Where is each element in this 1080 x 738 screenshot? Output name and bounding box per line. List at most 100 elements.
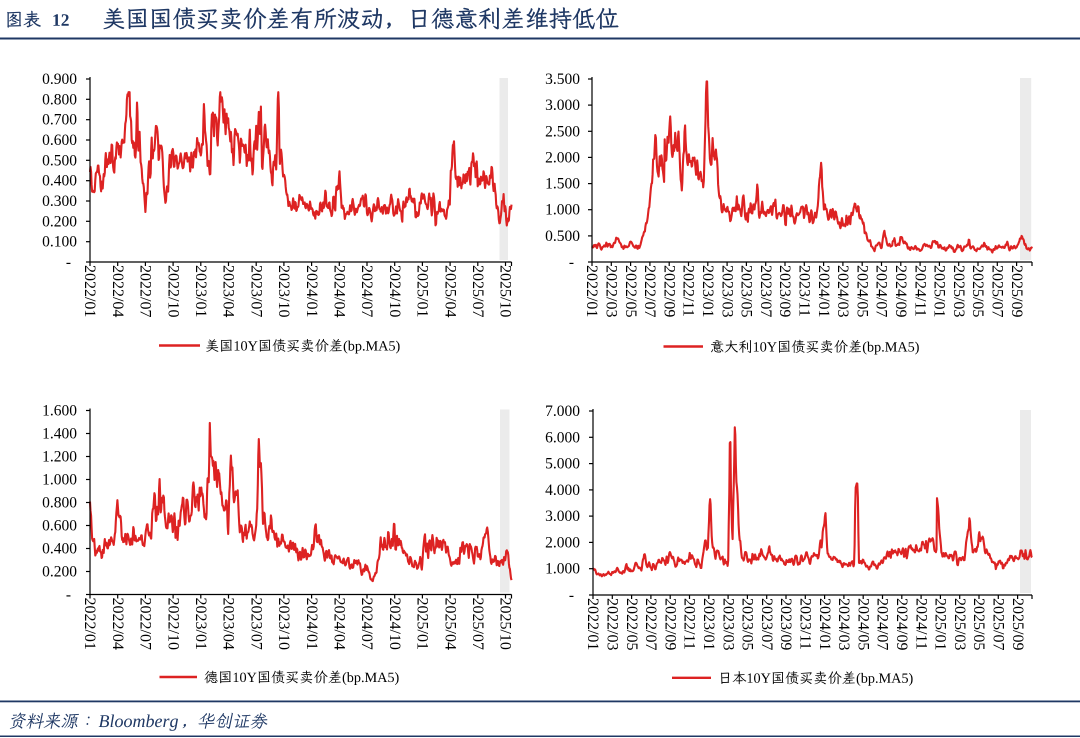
svg-text:2023/07: 2023/07 <box>757 265 774 317</box>
svg-text:2024/07: 2024/07 <box>873 265 890 317</box>
svg-text:6.000: 6.000 <box>545 429 580 446</box>
svg-text:0.800: 0.800 <box>42 495 77 512</box>
svg-text:2024/01: 2024/01 <box>815 265 832 317</box>
svg-text:2023/01: 2023/01 <box>192 598 209 650</box>
svg-text:2023/07: 2023/07 <box>247 598 264 650</box>
svg-text:2024/07: 2024/07 <box>874 598 891 650</box>
svg-text:2022/01: 2022/01 <box>81 265 98 317</box>
svg-text:3.000: 3.000 <box>545 97 580 114</box>
svg-text:2025/07: 2025/07 <box>469 265 486 317</box>
svg-text:2022/10: 2022/10 <box>164 598 181 650</box>
svg-text:-: - <box>66 587 71 604</box>
svg-text:2025/10: 2025/10 <box>497 265 514 317</box>
svg-text:2024/01: 2024/01 <box>303 598 320 650</box>
svg-text:2025/01: 2025/01 <box>931 265 948 317</box>
svg-text:2023/10: 2023/10 <box>275 598 292 650</box>
svg-text:1.000: 1.000 <box>545 561 580 578</box>
svg-text:2022/01: 2022/01 <box>584 598 601 650</box>
svg-text:2022/03: 2022/03 <box>604 598 621 650</box>
svg-text:2025/01: 2025/01 <box>932 598 949 650</box>
svg-text:2024/03: 2024/03 <box>835 598 852 650</box>
svg-text:2025/04: 2025/04 <box>441 598 458 650</box>
svg-text:2025/01: 2025/01 <box>414 265 431 317</box>
svg-text:2022/09: 2022/09 <box>660 265 677 317</box>
svg-text:0.600: 0.600 <box>42 518 77 535</box>
svg-text:2022/05: 2022/05 <box>623 598 640 650</box>
svg-text:2024/01: 2024/01 <box>816 598 833 650</box>
svg-text:2023/05: 2023/05 <box>739 598 756 650</box>
svg-text:2023/04: 2023/04 <box>220 598 237 650</box>
svg-text:2024/05: 2024/05 <box>854 598 871 650</box>
svg-text:2023/09: 2023/09 <box>776 265 793 317</box>
svg-text:2024/05: 2024/05 <box>853 265 870 317</box>
svg-text:2025/04: 2025/04 <box>441 265 458 317</box>
svg-text:4.000: 4.000 <box>545 482 580 499</box>
svg-text:2022/09: 2022/09 <box>661 598 678 650</box>
svg-text:0.400: 0.400 <box>42 541 77 558</box>
svg-text:2.000: 2.000 <box>545 149 580 166</box>
svg-text:2023/01: 2023/01 <box>700 598 717 650</box>
svg-text:2022/04: 2022/04 <box>109 598 126 650</box>
svg-text:2023/11: 2023/11 <box>796 265 813 317</box>
svg-text:1.400: 1.400 <box>42 426 77 443</box>
svg-text:2023/09: 2023/09 <box>777 598 794 650</box>
svg-text:7.000: 7.000 <box>545 403 580 420</box>
svg-text:-: - <box>569 254 574 271</box>
svg-text:1.000: 1.000 <box>42 472 77 489</box>
svg-text:2022/07: 2022/07 <box>641 265 658 317</box>
svg-text:2023/07: 2023/07 <box>758 598 775 650</box>
svg-text:2024/10: 2024/10 <box>386 265 403 317</box>
svg-text:2022/07: 2022/07 <box>642 598 659 650</box>
svg-text:2023/03: 2023/03 <box>718 265 735 317</box>
svg-text:0.700: 0.700 <box>42 112 77 129</box>
svg-text:2024/03: 2024/03 <box>834 265 851 317</box>
svg-text:0.200: 0.200 <box>42 213 77 230</box>
svg-text:0.100: 0.100 <box>42 234 77 251</box>
svg-text:2022/07: 2022/07 <box>137 265 154 317</box>
svg-text:2025/09: 2025/09 <box>1008 265 1025 317</box>
svg-text:2022/03: 2022/03 <box>603 265 620 317</box>
svg-text:0.200: 0.200 <box>42 564 77 581</box>
svg-text:0.800: 0.800 <box>42 91 77 108</box>
svg-text:2025/03: 2025/03 <box>951 598 968 650</box>
svg-text:0.600: 0.600 <box>42 132 77 149</box>
svg-text:2023/07: 2023/07 <box>247 265 264 317</box>
svg-text:2022/07: 2022/07 <box>137 598 154 650</box>
svg-text:0.300: 0.300 <box>42 193 77 210</box>
svg-text:2025/03: 2025/03 <box>950 265 967 317</box>
svg-text:2025/10: 2025/10 <box>497 598 514 650</box>
svg-text:2023/01: 2023/01 <box>699 265 716 317</box>
svg-text:2024/01: 2024/01 <box>303 265 320 317</box>
svg-text:2024/04: 2024/04 <box>331 598 348 650</box>
svg-text:-: - <box>66 254 71 271</box>
svg-text:2024/04: 2024/04 <box>331 265 348 317</box>
svg-text:-: - <box>569 587 574 604</box>
svg-text:2.000: 2.000 <box>545 534 580 551</box>
svg-text:2023/04: 2023/04 <box>220 265 237 317</box>
svg-text:2022/11: 2022/11 <box>680 265 697 317</box>
svg-text:0.400: 0.400 <box>42 173 77 190</box>
svg-text:0.500: 0.500 <box>545 228 580 245</box>
svg-text:2025/09: 2025/09 <box>1009 598 1026 650</box>
svg-text:1.500: 1.500 <box>545 176 580 193</box>
svg-text:0.900: 0.900 <box>42 71 77 88</box>
svg-text:2023/11: 2023/11 <box>797 598 814 650</box>
svg-text:2023/01: 2023/01 <box>192 265 209 317</box>
svg-text:2022/01: 2022/01 <box>583 265 600 317</box>
svg-text:2022/10: 2022/10 <box>164 265 181 317</box>
svg-text:2022/11: 2022/11 <box>681 598 698 650</box>
svg-text:2024/11: 2024/11 <box>912 598 929 650</box>
svg-text:2025/01: 2025/01 <box>414 598 431 650</box>
svg-text:1.200: 1.200 <box>42 449 77 466</box>
svg-text:3.000: 3.000 <box>545 508 580 525</box>
svg-text:2022/01: 2022/01 <box>81 598 98 650</box>
svg-text:2022/04: 2022/04 <box>109 265 126 317</box>
svg-text:3.500: 3.500 <box>545 71 580 88</box>
svg-text:0.500: 0.500 <box>42 152 77 169</box>
svg-text:2022/05: 2022/05 <box>622 265 639 317</box>
svg-text:1.600: 1.600 <box>42 403 77 420</box>
svg-text:5.000: 5.000 <box>545 456 580 473</box>
svg-text:2024/09: 2024/09 <box>892 265 909 317</box>
svg-text:2024/11: 2024/11 <box>911 265 928 317</box>
svg-text:2025/07: 2025/07 <box>989 265 1006 317</box>
